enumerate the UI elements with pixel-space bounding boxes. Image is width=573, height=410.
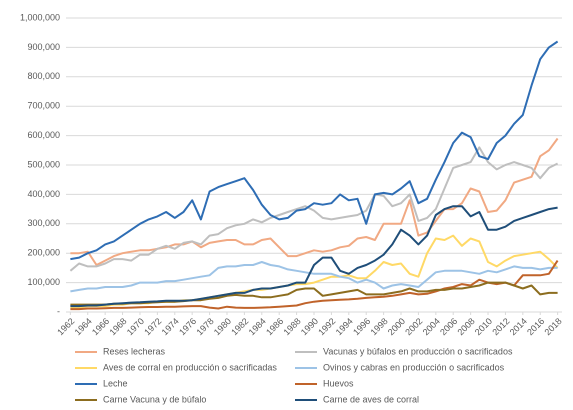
y-tick-label: 400,000: [27, 189, 60, 199]
x-tick-label: 2008: [455, 316, 476, 337]
legend-label: Aves de corral en producción o sacrifica…: [103, 362, 277, 372]
x-tick-label: 1980: [212, 316, 233, 337]
y-tick-label: 200,000: [27, 248, 60, 258]
legend-label: Huevos: [323, 378, 354, 388]
x-tick-label: 2006: [438, 316, 459, 337]
series-line: [70, 205, 558, 308]
x-tick-label: 1966: [90, 316, 111, 337]
x-tick-label: 1964: [73, 316, 94, 337]
y-tick-label: 600,000: [27, 130, 60, 140]
x-tick-label: 1990: [299, 316, 320, 337]
legend-label: Leche: [103, 378, 128, 388]
x-tick-label: 1982: [229, 316, 250, 337]
x-tick-label: 1970: [125, 316, 146, 337]
x-tick-label: 1998: [368, 316, 389, 337]
x-tick-label: 2004: [421, 316, 442, 337]
x-tick-label: 2000: [386, 316, 407, 337]
x-tick-label: 1986: [264, 316, 285, 337]
x-tick-label: 2002: [403, 316, 424, 337]
series-line: [69, 146, 559, 272]
series-line: [70, 260, 559, 311]
y-tick-label: 800,000: [27, 71, 60, 81]
legend-label: Ovinos y cabras en producción o sacrific…: [323, 362, 505, 372]
x-tick-label: 1976: [177, 316, 198, 337]
legend-label: Carne de aves de corral: [323, 394, 419, 404]
x-tick-label: 1962: [55, 316, 76, 337]
x-tick-label: 1994: [334, 316, 355, 337]
x-tick-label: 2014: [508, 316, 529, 337]
x-tick-label: 1992: [316, 316, 337, 337]
legend-label: Reses lecheras: [103, 346, 166, 356]
x-tick-label: 1984: [247, 316, 268, 337]
y-tick-label: 100,000: [27, 277, 60, 287]
y-tick-label: 900,000: [27, 42, 60, 52]
y-tick-label: 700,000: [27, 101, 60, 111]
x-tick-label: 1988: [281, 316, 302, 337]
x-tick-label: 1996: [351, 316, 372, 337]
x-tick-label: 2018: [543, 316, 564, 337]
x-tick-label: 1978: [194, 316, 215, 337]
x-tick-label: 2016: [525, 316, 546, 337]
series-line: [70, 40, 559, 261]
series-line: [70, 261, 558, 293]
y-tick-label: 500,000: [27, 159, 60, 169]
y-tick-label: 1,000,000: [20, 12, 60, 22]
x-tick-label: 2012: [490, 316, 511, 337]
series-line: [70, 137, 559, 266]
legend-label: Vacunas y búfalos en producción o sacrif…: [323, 346, 513, 356]
x-tick-label: 1968: [107, 316, 128, 337]
x-tick-label: 1972: [142, 316, 163, 337]
y-tick-label: 300,000: [27, 218, 60, 228]
legend-label: Carne Vacuna y de búfalo: [103, 394, 206, 404]
y-tick-label: -: [57, 306, 60, 316]
x-tick-label: 2010: [473, 316, 494, 337]
x-tick-label: 1974: [160, 316, 181, 337]
